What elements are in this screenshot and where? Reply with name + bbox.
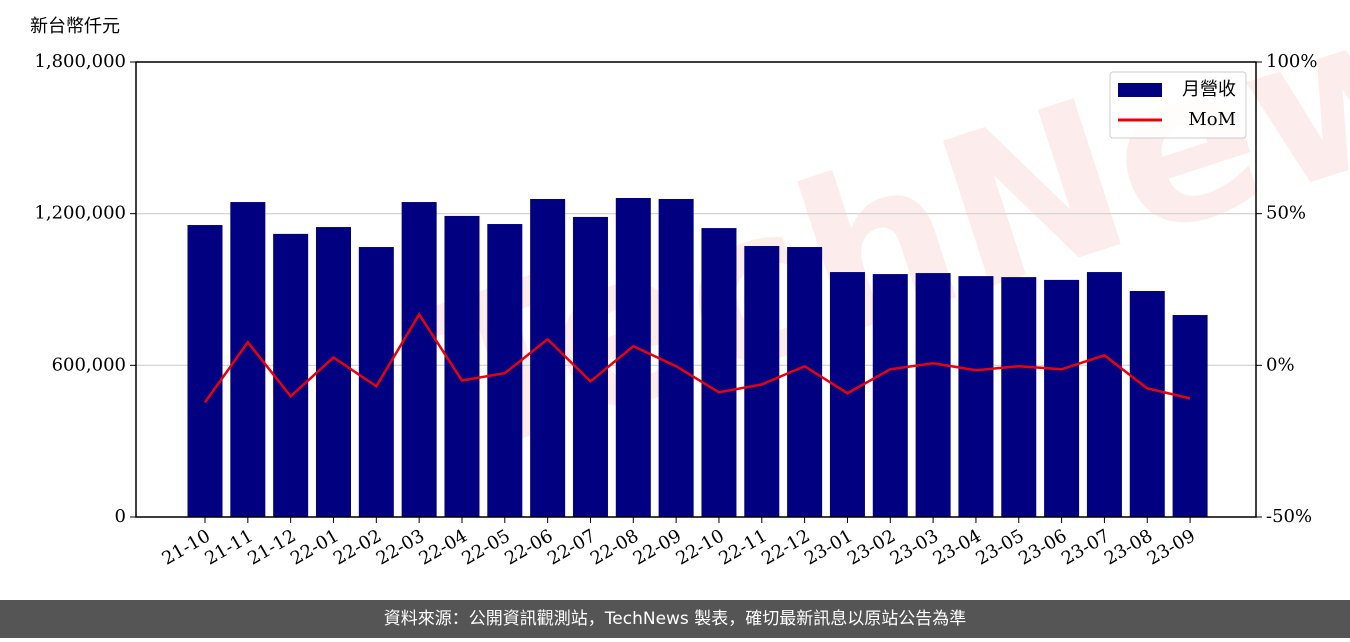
legend-label: 月營收 [1182,79,1236,100]
x-tick-label: 23-03 [887,525,942,569]
x-tick-label: 23-02 [844,525,899,569]
bar [787,247,823,518]
y-tick-label: 600,000 [52,354,126,375]
bar [1001,277,1037,517]
bar [444,215,480,518]
bar [1172,315,1208,517]
bar [958,276,994,517]
y-tick-label: 1,800,000 [34,51,126,72]
x-tick-label: 22-06 [501,525,556,569]
bar [530,199,566,517]
x-tick-label: 21-10 [159,525,214,569]
x-tick-label: 22-10 [673,525,728,569]
x-tick-label: 22-08 [587,525,642,569]
y-axis-label: 新台幣仟元 [30,16,120,37]
x-tick-label: 23-09 [1144,525,1199,569]
legend-label: MoM [1188,109,1236,130]
y-tick-label: 1,200,000 [34,203,126,224]
bar [1129,291,1165,517]
y-tick-label: 0 [115,506,126,527]
y2-tick-label: 0% [1266,354,1295,375]
bar [615,197,651,517]
x-tick-label: 22-02 [330,525,385,569]
x-tick-label: 22-03 [373,525,428,569]
bar [1044,279,1080,517]
bar [744,246,780,517]
x-tick-label: 22-04 [416,525,471,569]
x-tick-label: 23-04 [930,525,985,569]
y2-tick-label: -50% [1266,506,1312,527]
x-tick-label: 21-12 [244,525,299,569]
bar [315,227,351,517]
bar [401,202,437,518]
x-tick-label: 23-05 [972,525,1027,569]
x-tick-label: 22-07 [544,525,599,569]
x-tick-label: 23-01 [801,525,856,569]
bar [701,228,737,517]
bar [187,225,223,517]
x-tick-label: 22-01 [287,525,342,569]
legend-swatch [1118,83,1162,97]
y2-tick-label: 100% [1266,51,1317,72]
mom-line [203,312,1191,404]
y2-tick-label: 50% [1266,203,1306,224]
bar [1086,272,1122,517]
x-tick-label: 22-05 [458,525,513,569]
footer-text: 資料來源：公開資訊觀測站，TechNews 製表，確切最新訊息以原站公告為準 [384,609,966,629]
x-tick-label: 22-11 [715,525,770,569]
bar [358,247,394,518]
footer-bar [0,600,1350,638]
x-tick-label: 21-11 [201,525,256,569]
bar [872,274,908,517]
x-tick-label: 22-12 [758,525,813,569]
bar [658,199,694,517]
x-tick-label: 23-06 [1015,525,1070,569]
x-tick-label: 23-08 [1101,525,1156,569]
bar [572,216,608,518]
x-tick-label: 23-07 [1058,525,1113,569]
bar [487,224,523,517]
bar [915,273,951,517]
bar [273,233,309,517]
x-tick-label: 22-09 [630,525,685,569]
plot-frame [135,61,1257,518]
